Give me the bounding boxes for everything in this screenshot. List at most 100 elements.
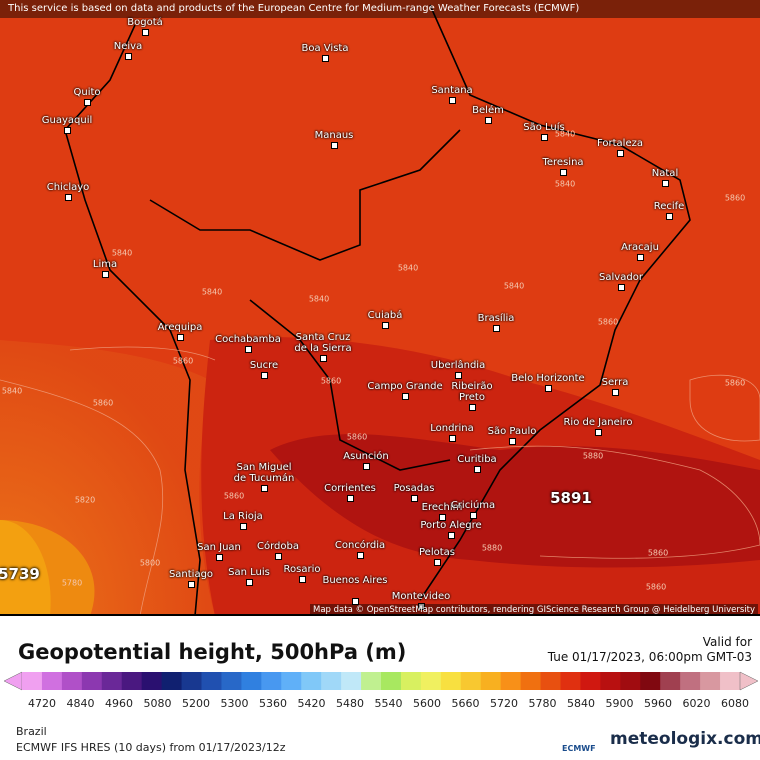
colorbar-cell: [61, 672, 83, 690]
city-marker: [331, 142, 338, 149]
city-label: Asunción: [343, 451, 389, 462]
contour-label: 5840: [554, 179, 576, 189]
colorbar-cell: [460, 672, 482, 690]
city-marker: [541, 134, 548, 141]
colorbar-cell: [321, 672, 342, 690]
city-label: São Paulo: [487, 426, 537, 437]
city-label: Belo Horizonte: [511, 373, 585, 384]
colorbar-cell: [261, 672, 282, 690]
city-marker: [617, 150, 624, 157]
contour-label: 5840: [1, 386, 23, 396]
city-marker: [666, 213, 673, 220]
contour-label: 5800: [139, 558, 161, 568]
colorbar-tick-label: 5660: [452, 697, 480, 710]
city-label: Santana: [431, 85, 473, 96]
colorbar-cell: [121, 672, 143, 690]
ecmwf-logo: ECMWF: [562, 744, 596, 753]
colorbar-cell: [341, 672, 362, 690]
colorbar-cell: [141, 672, 163, 690]
colorbar-cell: [281, 672, 302, 690]
city-label: Boa Vista: [301, 43, 349, 54]
city-marker: [448, 532, 455, 539]
city-label: Curitiba: [457, 454, 497, 465]
colorbar-cell: [400, 672, 422, 690]
city-marker: [439, 514, 446, 521]
colorbar-cell: [580, 672, 601, 690]
colorbar-tick-label: 5840: [567, 697, 595, 710]
colorbar-cell: [520, 672, 542, 690]
city-marker: [352, 598, 359, 605]
city-marker: [560, 169, 567, 176]
city-label: Santa Cruz de la Sierra: [294, 332, 352, 354]
city-label: Córdoba: [257, 541, 299, 552]
colorbar-tick-label: 4840: [67, 697, 95, 710]
city-marker: [618, 284, 625, 291]
region: Brazil: [16, 725, 47, 738]
city-marker: [240, 523, 247, 530]
colorbar-tick-label: 6020: [683, 697, 711, 710]
city-marker: [455, 372, 462, 379]
contour-label: 5860: [597, 317, 619, 327]
brand: meteologix.com: [610, 729, 760, 749]
map: Bogotá Neiva Boa Vista Quito Santana Belém Gua…: [0, 0, 760, 616]
contour-label: 5820: [74, 495, 96, 505]
colorbar-cell: [640, 672, 661, 690]
colorbar-tick-label: 4960: [105, 697, 133, 710]
colorbar-tick-label: 5300: [221, 697, 249, 710]
colorbar-tick-label: 5200: [182, 697, 210, 710]
city-marker: [347, 495, 354, 502]
city-marker: [245, 346, 252, 353]
city-marker: [188, 581, 195, 588]
colorbar-cell: [361, 672, 382, 690]
city-marker: [84, 99, 91, 106]
city-marker: [595, 429, 602, 436]
city-marker: [299, 576, 306, 583]
city-label: La Rioja: [223, 511, 263, 522]
colorbar-cell: [480, 672, 502, 690]
city-marker: [64, 127, 71, 134]
city-label: Salvador: [599, 272, 643, 283]
city-label: Concórdia: [334, 540, 386, 551]
colorbar-cell: [680, 672, 701, 690]
city-label: Cochabamba: [215, 334, 281, 345]
legend-title: Geopotential height, 500hPa (m): [18, 640, 407, 664]
colorbar-cell: [720, 672, 741, 690]
city-marker: [662, 180, 669, 187]
contour-label: 5860: [223, 491, 245, 501]
city-label: San Luis: [228, 567, 270, 578]
city-label: Criciúma: [450, 500, 496, 511]
city-label: Manaus: [314, 130, 354, 141]
colorbar: 4720 4840 4960 5080 5200 5300 5360 5420 5480 5540…: [3, 671, 759, 710]
colorbar-cell: [500, 672, 522, 690]
city-label: Cuiabá: [367, 310, 403, 321]
city-label: Erechim: [421, 502, 463, 513]
city-marker: [102, 271, 109, 278]
contour-label: 5860: [724, 378, 746, 388]
colorbar-cell: [101, 672, 123, 690]
contour-label: 5840: [503, 281, 525, 291]
city-marker: [545, 385, 552, 392]
colorbar-cell: [560, 672, 581, 690]
valid-label: Valid for: [702, 635, 752, 649]
colorbar-cell: [301, 672, 322, 690]
city-marker: [142, 29, 149, 36]
city-label: Buenos Aires: [322, 575, 388, 586]
city-label: Rio de Janeiro: [563, 417, 633, 428]
city-marker: [363, 463, 370, 470]
colorbar-tick-label: 5600: [413, 697, 441, 710]
city-label: Fortaleza: [597, 138, 643, 149]
colorbar-tick-label: 5540: [375, 697, 403, 710]
city-label: Quito: [73, 87, 101, 98]
city-marker: [357, 552, 364, 559]
colorbar-cell: [201, 672, 222, 690]
city-marker: [470, 512, 477, 519]
contour-label: 5860: [346, 432, 368, 442]
city-label: Santiago: [168, 569, 214, 580]
colorbar-cell: [600, 672, 621, 690]
city-label: Pelotas: [419, 547, 455, 558]
city-label: Brasília: [477, 313, 515, 324]
city-label: Sucre: [249, 360, 279, 371]
contour-label: 5840: [111, 248, 133, 258]
city-marker: [65, 194, 72, 201]
